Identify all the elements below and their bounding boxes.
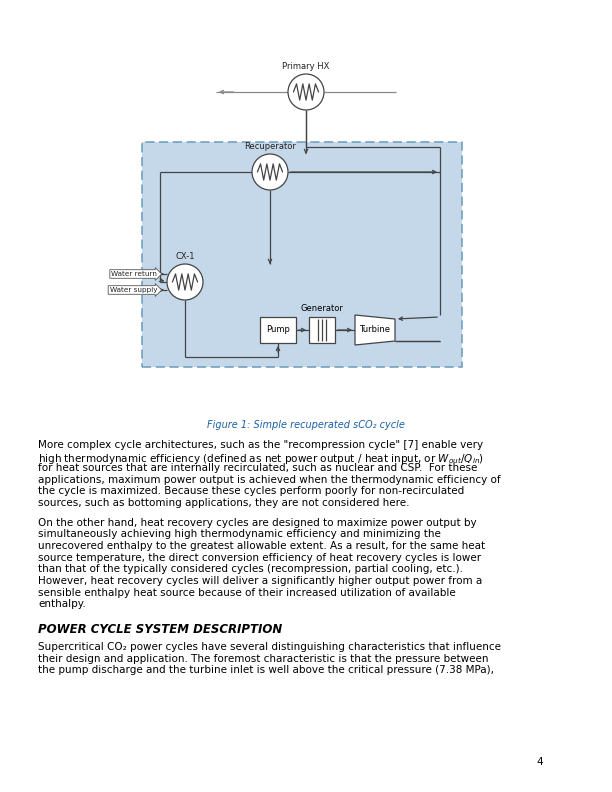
Text: Primary HX: Primary HX <box>282 62 330 71</box>
Text: More complex cycle architectures, such as the "recompression cycle" [7] enable v: More complex cycle architectures, such a… <box>38 440 483 450</box>
Text: for heat sources that are internally recirculated, such as nuclear and CSP.  For: for heat sources that are internally rec… <box>38 463 477 474</box>
Text: 4: 4 <box>537 757 543 767</box>
FancyBboxPatch shape <box>260 317 296 343</box>
FancyBboxPatch shape <box>309 317 335 343</box>
Polygon shape <box>355 315 395 345</box>
Text: Water return: Water return <box>111 271 157 277</box>
Text: Generator: Generator <box>300 304 343 313</box>
Text: sensible enthalpy heat source because of their increased utilization of availabl: sensible enthalpy heat source because of… <box>38 588 456 597</box>
Text: applications, maximum power output is achieved when the thermodynamic efficiency: applications, maximum power output is ac… <box>38 475 501 485</box>
Text: the pump discharge and the turbine inlet is well above the critical pressure (7.: the pump discharge and the turbine inlet… <box>38 665 494 676</box>
Text: source temperature, the direct conversion efficiency of heat recovery cycles is : source temperature, the direct conversio… <box>38 553 481 562</box>
Text: Recuperator: Recuperator <box>244 142 296 151</box>
Text: simultaneously achieving high thermodynamic efficiency and minimizing the: simultaneously achieving high thermodyna… <box>38 529 441 539</box>
Text: sources, such as bottoming applications, they are not considered here.: sources, such as bottoming applications,… <box>38 498 409 508</box>
Circle shape <box>167 264 203 300</box>
Text: Pump: Pump <box>266 326 290 334</box>
Text: POWER CYCLE SYSTEM DESCRIPTION: POWER CYCLE SYSTEM DESCRIPTION <box>38 623 282 636</box>
Text: Supercritical CO₂ power cycles have several distinguishing characteristics that : Supercritical CO₂ power cycles have seve… <box>38 642 501 652</box>
Text: Figure 1: Simple recuperated sCO₂ cycle: Figure 1: Simple recuperated sCO₂ cycle <box>207 420 405 430</box>
Text: their design and application. The foremost characteristic is that the pressure b: their design and application. The foremo… <box>38 653 488 664</box>
FancyBboxPatch shape <box>142 142 462 367</box>
Text: Turbine: Turbine <box>359 326 390 334</box>
Text: Water supply: Water supply <box>110 287 157 293</box>
Text: On the other hand, heat recovery cycles are designed to maximize power output by: On the other hand, heat recovery cycles … <box>38 518 477 527</box>
Text: CX-1: CX-1 <box>175 252 195 261</box>
Circle shape <box>252 154 288 190</box>
Text: enthalpy.: enthalpy. <box>38 599 86 609</box>
Text: the cycle is maximized. Because these cycles perform poorly for non-recirculated: the cycle is maximized. Because these cy… <box>38 486 465 497</box>
Text: unrecovered enthalpy to the greatest allowable extent. As a result, for the same: unrecovered enthalpy to the greatest all… <box>38 541 485 551</box>
Circle shape <box>288 74 324 110</box>
Text: than that of the typically considered cycles (recompression, partial cooling, et: than that of the typically considered cy… <box>38 564 463 574</box>
Text: However, heat recovery cycles will deliver a significantly higher output power f: However, heat recovery cycles will deliv… <box>38 576 482 586</box>
Text: high thermodynamic efficiency (defined as net power output / heat input, or $W_{: high thermodynamic efficiency (defined a… <box>38 451 484 466</box>
